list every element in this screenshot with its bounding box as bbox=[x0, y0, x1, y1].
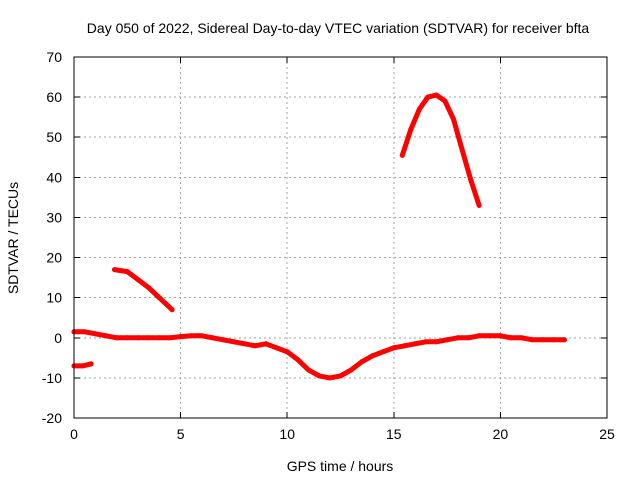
data-point bbox=[359, 359, 365, 365]
data-point bbox=[442, 98, 448, 104]
y-tick-label: 30 bbox=[46, 209, 62, 225]
data-point bbox=[220, 337, 226, 343]
data-point bbox=[408, 126, 414, 132]
data-point bbox=[135, 335, 141, 341]
data-point bbox=[327, 375, 333, 381]
data-point bbox=[82, 329, 88, 335]
data-point bbox=[380, 349, 386, 355]
y-tick-label: 60 bbox=[46, 89, 62, 105]
data-point bbox=[433, 92, 439, 98]
data-point bbox=[103, 333, 109, 339]
x-tick-label: 5 bbox=[177, 426, 185, 442]
y-axis-label: SDTVAR / TECUs bbox=[5, 182, 21, 294]
data-point bbox=[412, 341, 418, 347]
data-point bbox=[497, 333, 503, 339]
y-tick-label: 20 bbox=[46, 250, 62, 266]
data-point bbox=[80, 363, 85, 369]
data-point bbox=[451, 116, 456, 122]
data-point bbox=[551, 337, 557, 343]
plot-frame bbox=[73, 56, 608, 419]
data-point bbox=[124, 269, 130, 275]
data-point bbox=[416, 106, 422, 112]
y-tick-label: 40 bbox=[46, 169, 62, 185]
data-point bbox=[465, 335, 471, 341]
x-tick-label: 0 bbox=[70, 426, 78, 442]
data-point bbox=[508, 335, 514, 341]
data-point bbox=[178, 334, 184, 340]
data-series bbox=[71, 92, 567, 381]
y-tick-label: 70 bbox=[46, 49, 62, 65]
data-point bbox=[459, 146, 465, 152]
chart-title: Day 050 of 2022, Sidereal Day-to-day VTE… bbox=[87, 20, 590, 36]
data-point bbox=[146, 285, 152, 291]
data-point bbox=[487, 333, 493, 339]
data-point bbox=[433, 339, 439, 345]
data-point bbox=[274, 345, 279, 351]
series-line-segment-afternoon bbox=[399, 92, 482, 208]
data-point bbox=[316, 373, 322, 379]
data-point bbox=[402, 343, 407, 349]
data-point bbox=[169, 307, 175, 313]
data-point bbox=[399, 152, 405, 158]
data-point bbox=[252, 343, 258, 349]
data-point bbox=[263, 341, 269, 347]
data-point bbox=[468, 176, 474, 182]
data-point bbox=[338, 373, 343, 379]
data-point bbox=[370, 353, 375, 359]
x-tick-label: 15 bbox=[386, 426, 402, 442]
data-point bbox=[425, 94, 431, 100]
data-point bbox=[88, 361, 94, 367]
data-point bbox=[114, 335, 120, 341]
data-point bbox=[210, 335, 216, 341]
data-point bbox=[295, 357, 301, 363]
data-point bbox=[444, 337, 450, 343]
data-point bbox=[529, 337, 535, 343]
x-tick-label: 20 bbox=[493, 426, 509, 442]
data-point bbox=[188, 333, 194, 339]
data-point bbox=[92, 331, 98, 337]
data-point bbox=[156, 335, 162, 341]
data-point bbox=[167, 335, 173, 341]
x-tick-label: 10 bbox=[279, 426, 295, 442]
y-tick-label: 10 bbox=[46, 290, 62, 306]
data-point bbox=[561, 337, 567, 343]
data-point bbox=[423, 339, 429, 345]
data-point bbox=[476, 202, 482, 208]
y-tick-label: 50 bbox=[46, 129, 62, 145]
data-point bbox=[242, 341, 248, 347]
data-point bbox=[124, 335, 130, 341]
data-point bbox=[146, 335, 152, 341]
data-point bbox=[231, 339, 237, 345]
data-point bbox=[391, 345, 397, 351]
data-point bbox=[135, 277, 141, 283]
data-point bbox=[284, 349, 290, 355]
data-point bbox=[455, 335, 461, 341]
x-tick-label: 25 bbox=[599, 426, 615, 442]
data-point bbox=[519, 335, 525, 341]
y-tick-label: -20 bbox=[42, 410, 62, 426]
data-point bbox=[476, 333, 482, 339]
y-tick-label: -10 bbox=[42, 370, 62, 386]
data-point bbox=[348, 367, 354, 373]
axis-ticks: 0 5 10 15 20 25 -20 -10 0 10 20 30 40 50 60 70 bbox=[42, 49, 615, 442]
y-tick-label: 0 bbox=[54, 330, 62, 346]
data-point bbox=[112, 267, 117, 273]
data-point bbox=[540, 337, 546, 343]
data-point bbox=[156, 295, 162, 301]
x-axis-label: GPS time / hours bbox=[287, 458, 394, 474]
data-point bbox=[199, 333, 205, 339]
data-point bbox=[306, 367, 311, 373]
